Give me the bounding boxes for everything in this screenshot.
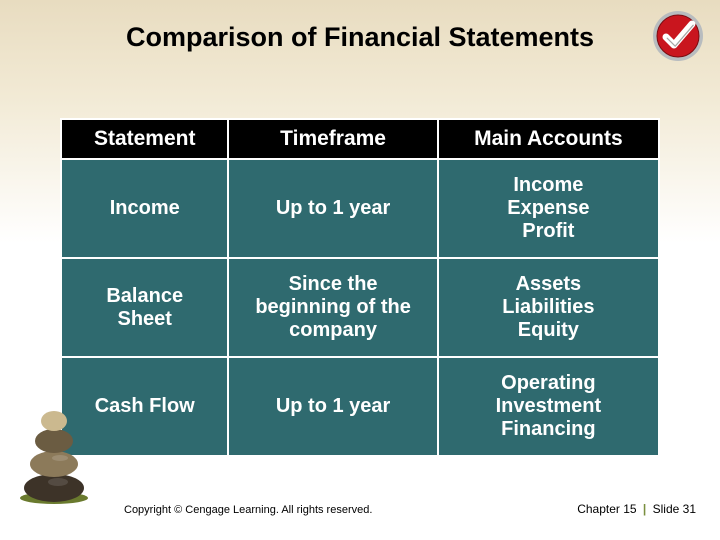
col-header-timeframe: Timeframe: [228, 119, 437, 159]
footer-chapter-slide: Chapter 15 | Slide 31: [577, 502, 696, 516]
cell-timeframe: Up to 1 year: [228, 357, 437, 456]
cell-timeframe: Since thebeginning of thecompany: [228, 258, 437, 357]
checkmark-icon: [652, 10, 704, 62]
comparison-table: Statement Timeframe Main Accounts Income…: [60, 118, 660, 457]
table-row: Cash Flow Up to 1 year OperatingInvestme…: [61, 357, 659, 456]
comparison-table-container: Statement Timeframe Main Accounts Income…: [60, 118, 660, 457]
cell-accounts: OperatingInvestmentFinancing: [438, 357, 659, 456]
cell-accounts: IncomeExpenseProfit: [438, 159, 659, 258]
slide-title: Comparison of Financial Statements: [0, 22, 720, 53]
footer-copyright: Copyright © Cengage Learning. All rights…: [124, 504, 372, 516]
cell-accounts: AssetsLiabilitiesEquity: [438, 258, 659, 357]
stacked-rocks-image: [14, 394, 92, 504]
col-header-statement: Statement: [61, 119, 228, 159]
cell-statement: BalanceSheet: [61, 258, 228, 357]
cell-statement: Income: [61, 159, 228, 258]
table-row: Income Up to 1 year IncomeExpenseProfit: [61, 159, 659, 258]
footer-separator: |: [640, 502, 649, 516]
table-row: BalanceSheet Since thebeginning of theco…: [61, 258, 659, 357]
col-header-accounts: Main Accounts: [438, 119, 659, 159]
footer-slide-label: Slide 31: [653, 502, 696, 516]
slide-root: Comparison of Financial Statements State…: [0, 0, 720, 540]
table-header-row: Statement Timeframe Main Accounts: [61, 119, 659, 159]
cell-timeframe: Up to 1 year: [228, 159, 437, 258]
footer-chapter-label: Chapter 15: [577, 502, 636, 516]
